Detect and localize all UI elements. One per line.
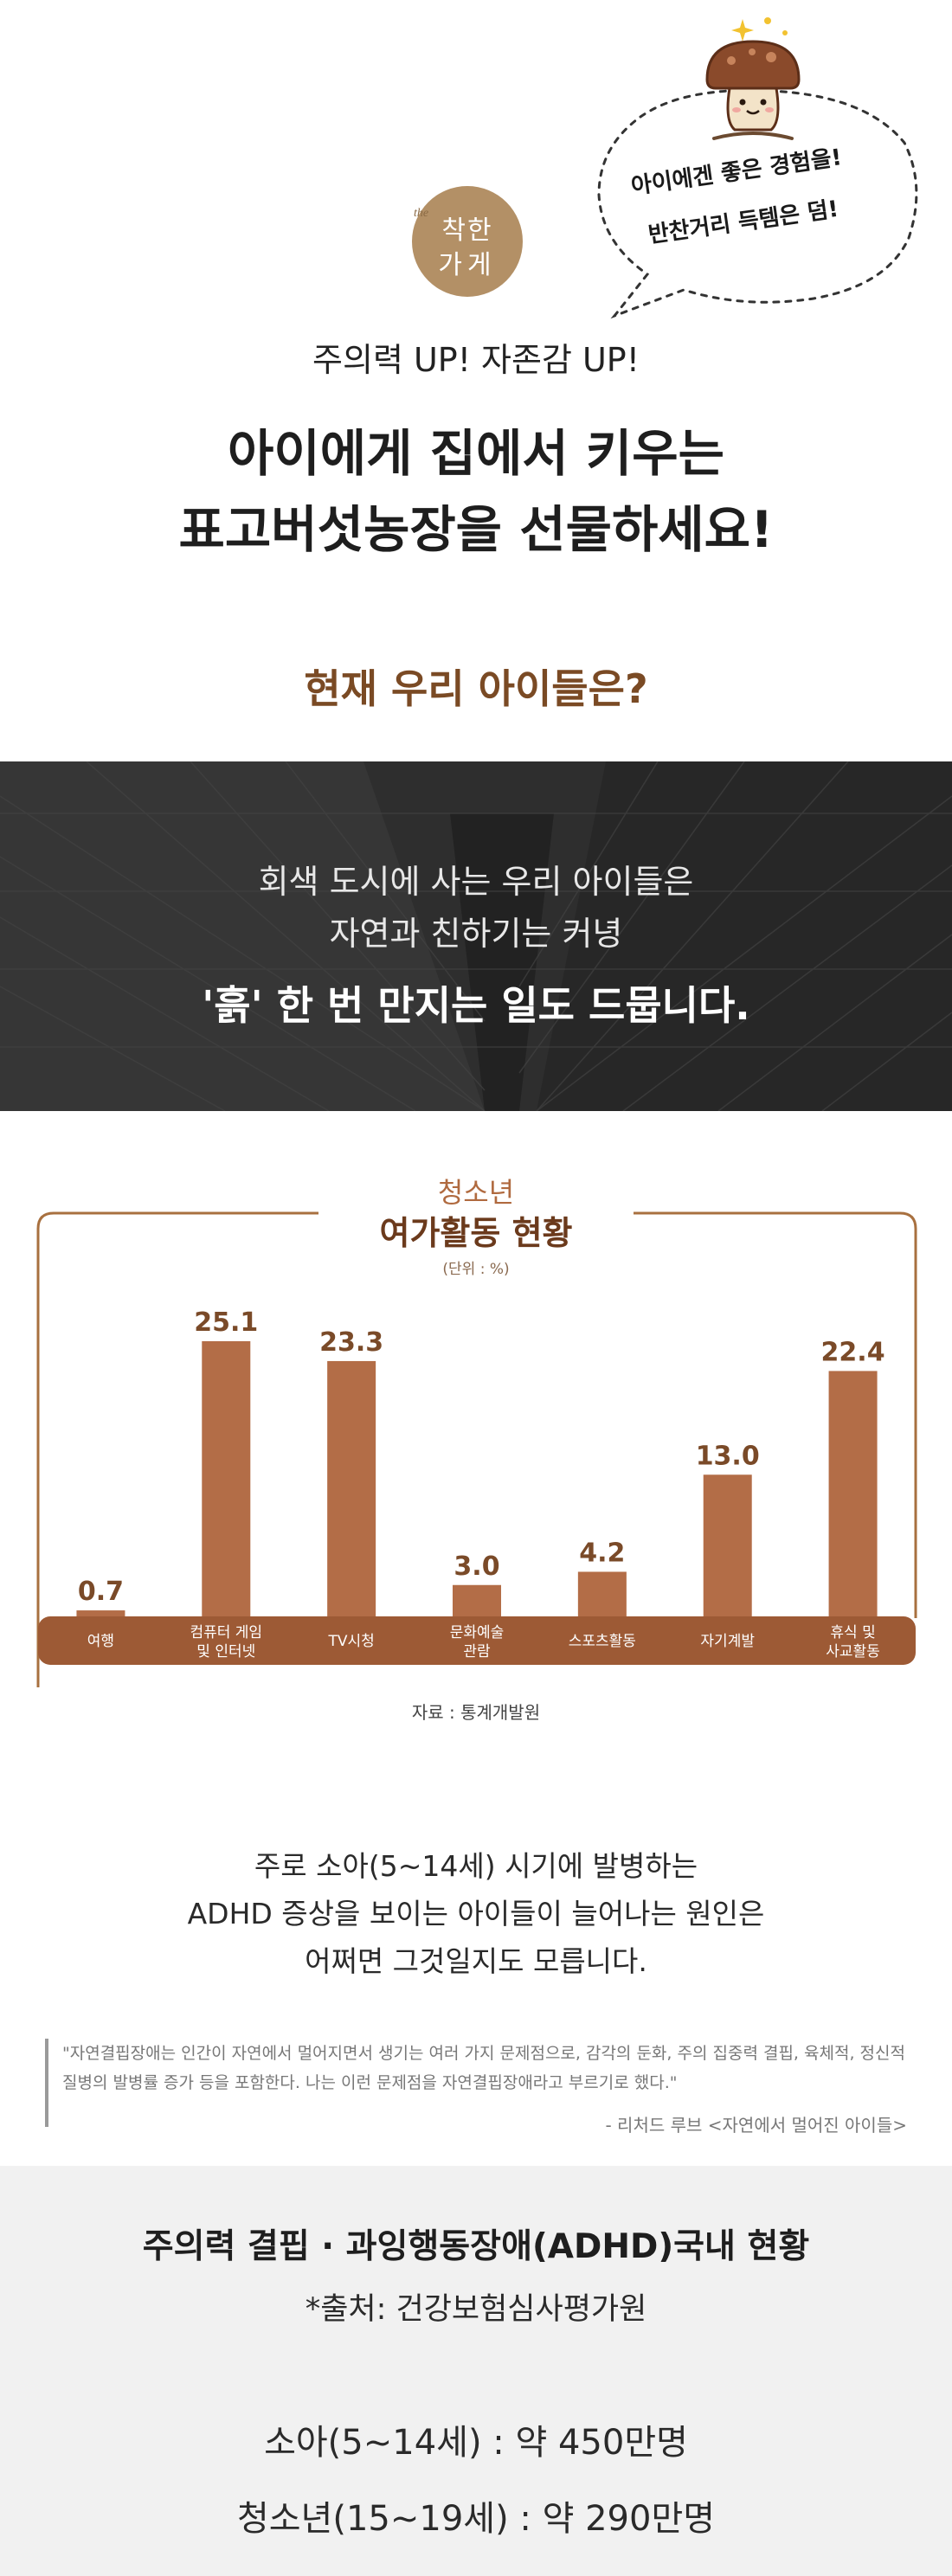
page-title-line-1: 아이에게 집에서 키우는 — [228, 424, 724, 483]
bar-5 — [577, 1571, 627, 1618]
logo-line-2: 가게 — [438, 250, 497, 280]
category-label-2: 컴퓨터 게임 및 인터넷 — [190, 1624, 262, 1661]
chart-source: 자료 : 통계개발원 — [411, 1702, 541, 1723]
info-line-1: 주로 소아(5~14세) 시기에 발병하는 — [254, 1849, 698, 1883]
bar-1 — [76, 1610, 125, 1618]
banner-line-1: 회색 도시에 사는 우리 아이들은 — [258, 863, 694, 901]
adhd-stat-children: 소아(5~14세) : 약 450만명 — [264, 2423, 688, 2463]
adhd-title: 주의력 결핍 · 과잉행동장애(ADHD)국내 현황 — [142, 2227, 810, 2266]
info-line-2: ADHD 증상을 보이는 아이들이 늘어나는 원인은 — [187, 1897, 765, 1930]
page-title: 아이에게 집에서 키우는 표고버섯농장을 선물하세요! — [0, 415, 952, 568]
bar-value-label-7: 22.4 — [821, 1337, 885, 1367]
building-grid-background — [0, 761, 952, 1111]
page-title-line-2: 표고버섯농장을 선물하세요! — [178, 500, 774, 559]
chart-title-line-2: 여가활동 현황 — [379, 1214, 573, 1252]
quote-text: "자연결핍장애는 인간이 자연에서 멀어지면서 생기는 여러 가지 문제점으로,… — [62, 2044, 905, 2092]
bar-2 — [202, 1341, 251, 1618]
subtitle: 주의력 UP! 자존감 UP! — [312, 341, 640, 379]
bar-value-label-1: 0.7 — [78, 1577, 124, 1607]
category-label-6: 자기계발 — [700, 1633, 755, 1650]
chart-frame — [36, 1211, 917, 1687]
mushroom-mascot-icon — [705, 17, 801, 140]
category-label-5: 스포츠활동 — [569, 1633, 636, 1650]
leisure-bar-chart: 0.7 25.1 23.3 3.0 4.2 13.0 22.4 여행 컴퓨터 게임 및 인터넷 T… — [36, 1211, 917, 1687]
info-line-3: 어쩌면 그것일지도 모릅니다. — [305, 1944, 647, 1978]
brand-logo: the 착한 가게 — [412, 186, 523, 297]
quote-bar — [45, 2039, 48, 2127]
bar-value-label-6: 13.0 — [696, 1441, 760, 1471]
banner-line-2: 자연과 친하기는 커녕 — [329, 915, 623, 953]
adhd-source: *출처: 건강보험심사평가원 — [305, 2292, 647, 2327]
chart-unit: (단위 : %) — [442, 1261, 510, 1278]
banner-line-3: '흙' 한 번 만지는 일도 드뭅니다. — [202, 982, 750, 1029]
bar-value-label-2: 25.1 — [194, 1307, 258, 1338]
category-band — [38, 1616, 916, 1665]
bar-value-label-3: 23.3 — [319, 1327, 383, 1358]
category-label-4: 문화예술 관람 — [450, 1624, 505, 1661]
city-banner: 회색 도시에 사는 우리 아이들은 자연과 친하기는 커녕 '흙' 한 번 만지… — [0, 761, 952, 1111]
bar-6 — [703, 1474, 752, 1618]
bar-value-label-5: 4.2 — [579, 1538, 625, 1568]
adhd-stat-teens: 청소년(15~19세) : 약 290만명 — [236, 2499, 716, 2539]
section-question: 현재 우리 아이들은? — [304, 665, 648, 712]
category-label-7: 휴식 및 사교활동 — [826, 1624, 880, 1661]
bar-value-label-4: 3.0 — [453, 1551, 499, 1582]
bar-4 — [453, 1584, 501, 1618]
chart-title-line-1: 청소년 — [437, 1176, 515, 1209]
adhd-section — [0, 2166, 952, 2576]
category-label-3: TV시청 — [327, 1633, 374, 1650]
bar-3 — [327, 1360, 376, 1618]
logo-prefix: the — [414, 207, 429, 220]
category-label-1: 여행 — [87, 1633, 114, 1650]
logo-line-1: 착한 — [441, 215, 493, 246]
bar-7 — [828, 1371, 878, 1618]
quote-author: - 리처드 루브 <자연에서 멀어진 아이들> — [605, 2115, 907, 2136]
speech-bubble — [597, 88, 918, 319]
